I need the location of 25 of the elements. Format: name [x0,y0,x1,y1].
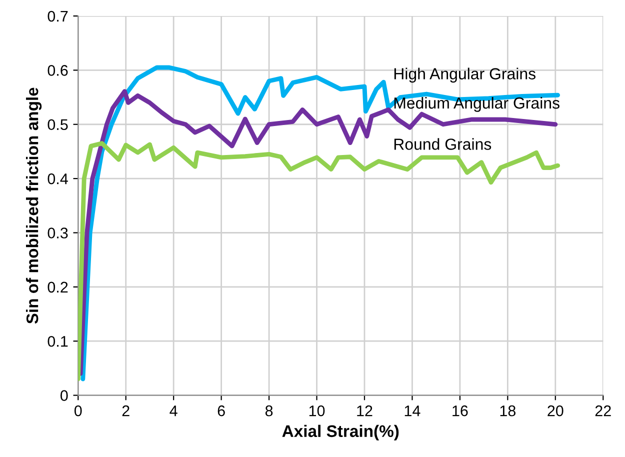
x-tick-label: 2 [122,405,130,416]
x-tick-label: 12 [357,405,372,416]
x-tick-label: 6 [218,405,225,416]
series-label: Medium Angular Grains [394,96,560,112]
x-tick-label: 20 [548,405,564,416]
y-axis-title: Sin of mobilized friction angle [26,88,42,324]
y-tick-label: 0.2 [48,282,68,293]
x-tick-label: 4 [170,406,178,416]
x-tick-label: 16 [452,405,468,416]
y-tick-label: 0.7 [48,10,68,22]
series-label: High Angular Grains [394,68,536,83]
x-tick-label: 0 [74,405,82,416]
x-axis-title: Axial Strain(%) [282,424,399,440]
x-tick-label: 14 [404,406,420,416]
x-tick-label: 10 [309,405,325,416]
series-label: Round Grains [394,138,492,150]
y-tick-label: 0.6 [48,65,68,76]
y-tick-label: 0.4 [48,173,68,184]
y-tick-label: 0.3 [48,228,68,238]
x-tick-label: 22 [595,405,611,416]
y-tick-label: 0.1 [48,336,68,347]
x-tick-label: 18 [500,405,516,416]
x-tick-label: 8 [265,405,273,416]
y-tick-label: 0 [60,390,68,401]
y-tick-label: 0.5 [48,119,68,130]
